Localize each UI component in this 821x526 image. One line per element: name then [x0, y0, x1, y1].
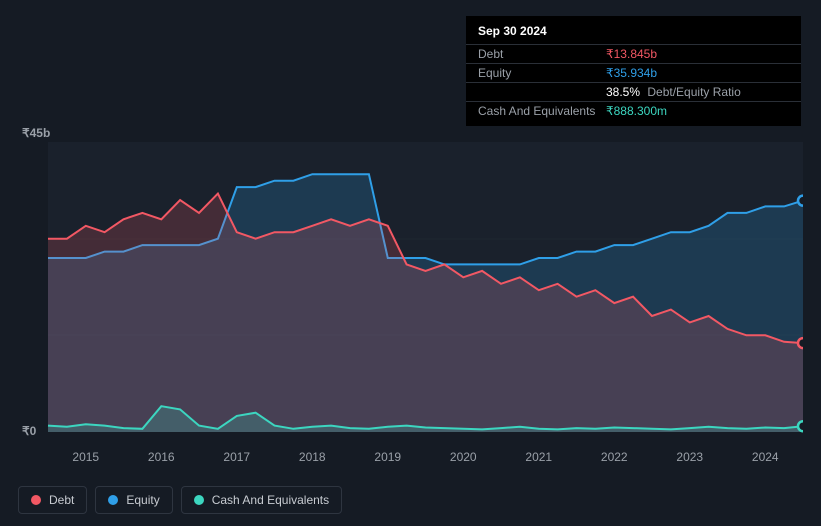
x-tick: 2015 — [48, 450, 124, 464]
x-tick: 2020 — [426, 450, 502, 464]
legend-label: Debt — [49, 493, 74, 507]
chart-area[interactable] — [18, 142, 803, 442]
x-tick: 2021 — [501, 450, 577, 464]
tooltip-value: ₹13.845b — [606, 47, 657, 61]
legend-item-cash[interactable]: Cash And Equivalents — [181, 486, 342, 514]
tooltip-label: Cash And Equivalents — [478, 104, 606, 118]
legend-label: Cash And Equivalents — [212, 493, 329, 507]
tooltip-row-cash: Cash And Equivalents ₹888.300m — [466, 102, 801, 120]
tooltip-label: Equity — [478, 66, 606, 80]
x-tick: 2022 — [577, 450, 653, 464]
legend-item-equity[interactable]: Equity — [95, 486, 172, 514]
x-tick: 2024 — [728, 450, 804, 464]
swatch-icon — [194, 495, 204, 505]
tooltip-label — [478, 85, 606, 99]
x-tick: 2023 — [652, 450, 728, 464]
legend-label: Equity — [126, 493, 159, 507]
swatch-icon — [31, 495, 41, 505]
chart-legend: Debt Equity Cash And Equivalents — [18, 486, 342, 514]
tooltip-value: ₹35.934b — [606, 66, 657, 80]
tooltip-date: Sep 30 2024 — [466, 22, 801, 45]
x-tick: 2019 — [350, 450, 426, 464]
x-tick: 2018 — [275, 450, 351, 464]
legend-item-debt[interactable]: Debt — [18, 486, 87, 514]
x-tick: 2017 — [199, 450, 275, 464]
tooltip-row-debt: Debt ₹13.845b — [466, 45, 801, 64]
tooltip-label: Debt — [478, 47, 606, 61]
x-tick: 2016 — [124, 450, 200, 464]
tooltip-value: ₹888.300m — [606, 104, 667, 118]
chart-tooltip: Sep 30 2024 Debt ₹13.845b Equity ₹35.934… — [466, 16, 801, 126]
x-axis: 2015 2016 2017 2018 2019 2020 2021 2022 … — [48, 450, 803, 464]
y-axis-label-top: ₹45b — [22, 126, 50, 140]
tooltip-row-equity: Equity ₹35.934b — [466, 64, 801, 83]
tooltip-ratio: 38.5% Debt/Equity Ratio — [606, 85, 741, 99]
tooltip-row-ratio: 38.5% Debt/Equity Ratio — [466, 83, 801, 102]
swatch-icon — [108, 495, 118, 505]
chart-svg — [18, 142, 803, 442]
